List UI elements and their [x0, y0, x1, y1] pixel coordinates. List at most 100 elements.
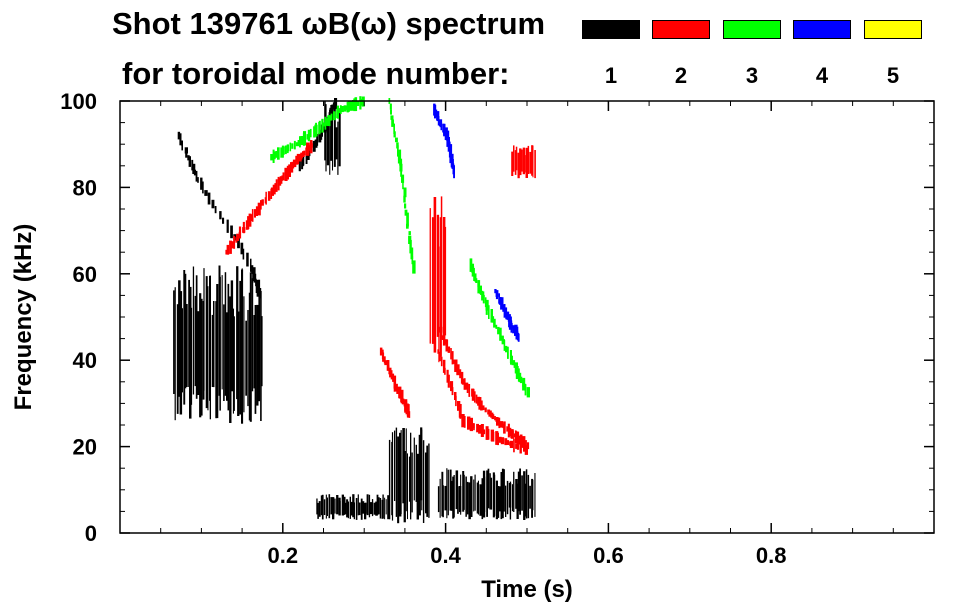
series-1-trace-0-point	[179, 133, 182, 146]
series-1-trace-0-point	[258, 288, 262, 299]
series-3-trace-2-point	[395, 137, 398, 143]
series-2-trace-1-point	[456, 364, 460, 376]
series-2-trace-1-point	[459, 369, 462, 379]
series-2-trace-3-point	[400, 397, 403, 402]
series-1-region-0-stroke	[221, 275, 223, 390]
series-1-region-4-stroke	[338, 108, 341, 167]
series-3-trace-1-point	[499, 327, 502, 341]
series-2-trace-1-point	[454, 359, 458, 372]
series-2-region-0-stroke	[438, 246, 440, 363]
series-2-trace-0-point	[233, 235, 236, 249]
series-2-trace-1-point	[522, 441, 525, 447]
series-1-region-1-stroke	[375, 501, 378, 516]
series-3-trace-0-point	[272, 149, 275, 163]
series-1-region-0-stroke	[241, 268, 243, 400]
series-4-trace-1-point	[503, 304, 506, 318]
series-3-trace-1-point	[518, 372, 522, 383]
series-1-region-3-stroke	[477, 480, 479, 515]
series-1-trace-0-point	[197, 177, 199, 183]
series-1-region-1-stroke	[317, 502, 319, 519]
series-1-trace-0-point	[202, 181, 204, 194]
series-1-trace-0-point	[226, 219, 229, 233]
series-2-trace-1-point	[491, 414, 495, 420]
series-1-region-1-stroke	[318, 501, 321, 517]
series-2-trace-2-point	[463, 416, 466, 428]
series-2-trace-1-point	[525, 440, 527, 450]
series-3-trace-1-point	[475, 278, 478, 283]
series-1-region-0-stroke	[186, 304, 188, 387]
series-3-trace-0-point	[330, 113, 333, 121]
series-1-region-1-stroke	[362, 501, 365, 514]
series-1-region-2-stroke	[388, 439, 391, 520]
series-1-trace-1-point	[316, 134, 319, 146]
series-1-trace-0-point	[207, 192, 211, 205]
series-2-trace-0-point	[226, 244, 230, 255]
series-2-trace-0-point	[229, 240, 232, 254]
series-2-trace-1-point	[466, 383, 469, 393]
series-2-trace-1-point	[475, 394, 478, 404]
series-2-trace-2-point	[461, 414, 465, 428]
series-1-region-1-stroke	[333, 497, 335, 518]
series-2-trace-0-point	[247, 216, 250, 229]
series-3-trace-2-point	[393, 131, 396, 138]
series-3-trace-2-point	[400, 169, 403, 177]
series-4-trace-0-point	[443, 129, 445, 135]
series-2-trace-2-point	[498, 436, 502, 443]
series-1-region-1-stroke	[325, 494, 327, 519]
series-1-region-1-stroke	[384, 497, 386, 520]
series-3-trace-2-point	[406, 212, 409, 227]
series-1-region-3-stroke	[534, 473, 536, 517]
series-2-trace-0-point	[254, 209, 256, 218]
series-2-trace-2-point	[491, 431, 495, 442]
series-2-trace-1-point	[488, 410, 492, 417]
series-1-region-0-stroke	[239, 280, 242, 415]
series-2-region-1-stroke	[534, 150, 536, 179]
series-4-trace-0-point	[435, 109, 438, 117]
series-2-trace-0-point	[248, 213, 252, 227]
series-2-trace-0-point	[288, 164, 291, 177]
series-1-region-2-stroke	[428, 443, 430, 518]
series-2-region-1-stroke	[521, 149, 523, 172]
series-3-trace-1-point	[474, 273, 477, 282]
series-4-trace-0-point	[440, 122, 443, 131]
series-3-trace-0-point	[287, 144, 289, 152]
series-3-trace-0-point	[324, 118, 328, 126]
series-3-trace-0-point	[297, 140, 300, 146]
series-1-trace-0-point	[219, 211, 222, 220]
series-1-region-3-stroke	[463, 474, 465, 510]
series-1-region-0-stroke	[194, 295, 197, 387]
series-2-trace-2-point	[482, 429, 486, 435]
y-tick-label: 100	[60, 89, 97, 114]
series-2-region-0-stroke	[431, 217, 434, 344]
series-1-region-3-stroke	[465, 476, 467, 517]
series-2-trace-0-point	[277, 176, 280, 191]
series-2-trace-2-point	[523, 446, 526, 452]
series-2-trace-0-point	[281, 175, 284, 181]
series-4-trace-0-point	[436, 116, 439, 122]
legend-swatch-1	[582, 20, 640, 39]
series-2-trace-1-point	[460, 371, 464, 384]
series-1-trace-0-point	[200, 177, 203, 190]
series-1-region-2-stroke	[413, 437, 415, 501]
series-2-trace-2-point	[458, 404, 462, 418]
series-3-trace-1-point	[503, 339, 506, 351]
series-2-region-1-stroke	[522, 147, 525, 175]
series-2-trace-0-point	[236, 233, 239, 241]
series-2-trace-1-point	[437, 320, 440, 332]
series-3-trace-0-point	[295, 142, 300, 147]
series-1-region-3-stroke	[531, 478, 533, 518]
series-1-region-0-stroke	[226, 312, 229, 401]
series-2-trace-2-point	[509, 440, 514, 448]
series-1-region-4-stroke	[330, 112, 333, 161]
series-2-trace-1-point	[480, 400, 483, 411]
series-1-region-0-stroke	[199, 293, 202, 418]
series-3-trace-2-point	[409, 239, 412, 254]
series-1-region-1-stroke	[355, 498, 358, 520]
series-1-region-3-stroke	[490, 477, 493, 510]
series-3-trace-0-point	[359, 96, 362, 110]
y-tick-label: 60	[73, 262, 97, 287]
series-1-region-3-stroke	[462, 471, 465, 512]
series-3-trace-0-point	[300, 136, 304, 145]
series-2-region-1-stroke	[514, 150, 517, 175]
